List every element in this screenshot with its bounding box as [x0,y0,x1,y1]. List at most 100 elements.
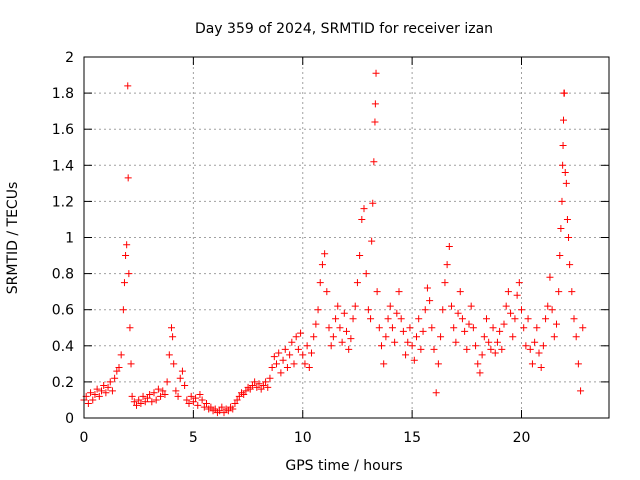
data-point [159,387,167,395]
data-point [264,383,272,391]
data-point [308,349,315,357]
data-point [157,392,165,400]
data-point [349,315,357,323]
data-point [489,324,497,332]
data-point [428,324,436,332]
data-point [303,342,311,350]
data-point [546,273,554,281]
data-point [454,309,462,317]
data-point [122,252,130,260]
data-point [556,252,564,260]
data-point [266,374,274,382]
data-point [434,360,442,368]
data-point [472,342,480,350]
data-points [80,69,587,417]
data-point [279,356,287,364]
data-point [102,389,110,397]
data-point [211,405,219,413]
data-point [104,383,112,391]
data-point [368,237,376,245]
data-point [181,382,189,390]
data-point [246,385,254,393]
data-point [353,279,361,287]
data-point [130,398,138,406]
data-point [358,215,366,223]
x-tick-label: 5 [189,430,198,446]
data-point [399,327,407,335]
data-point [553,320,560,328]
data-point [419,327,427,335]
data-point [415,315,423,323]
data-point [469,324,477,332]
data-point [579,324,587,332]
data-point [562,179,570,187]
data-point [522,342,530,350]
y-tick-label: 0.2 [52,375,74,391]
data-point [537,363,545,371]
data-point [176,374,184,382]
data-point [380,360,388,368]
data-point [524,315,532,323]
data-point [364,306,372,314]
data-point [456,288,464,296]
data-point [168,324,175,332]
data-point [334,302,342,310]
data-point [299,351,307,359]
data-point [528,360,536,368]
data-point [382,333,390,341]
data-point [493,338,501,346]
y-tick-label: 0.8 [52,267,74,283]
data-point [378,342,385,350]
data-point [316,279,324,287]
data-point [362,270,370,278]
data-point [356,252,364,260]
data-point [423,284,431,292]
data-point [251,378,259,386]
data-point [570,315,578,323]
data-point [123,241,131,249]
data-point [196,391,204,399]
data-point [314,306,322,314]
data-point [450,324,458,332]
data-point [432,389,440,397]
data-point [443,261,451,269]
data-point [329,333,337,341]
data-point [165,351,173,359]
data-point [565,234,573,241]
data-point [172,387,180,395]
data-point [332,315,340,323]
y-tick-label: 1.8 [52,86,74,102]
data-point [125,270,133,278]
data-point [275,349,283,357]
data-point [461,327,469,335]
data-point [310,333,318,341]
data-point [127,360,135,368]
data-point [115,363,123,371]
data-point [281,345,289,353]
data-point [338,338,346,346]
data-point [402,351,410,359]
y-tick-label: 1.2 [52,194,74,210]
data-point [336,324,344,332]
data-point [290,360,298,368]
data-point [572,333,580,341]
data-point [507,309,515,317]
data-point [108,387,116,395]
data-point [566,261,574,269]
data-point [135,396,143,404]
data-point [288,338,296,346]
data-point [373,288,381,296]
y-tick-label: 0.4 [52,339,74,355]
data-point [120,279,128,287]
data-point [504,288,512,296]
data-point [371,100,379,108]
data-point [124,174,132,182]
data-point [312,320,320,328]
data-point [117,351,125,359]
data-point [413,333,420,341]
data-point [386,302,394,310]
data-point [192,394,200,402]
data-point [347,335,355,343]
data-point [542,315,550,323]
data-point [577,387,585,395]
